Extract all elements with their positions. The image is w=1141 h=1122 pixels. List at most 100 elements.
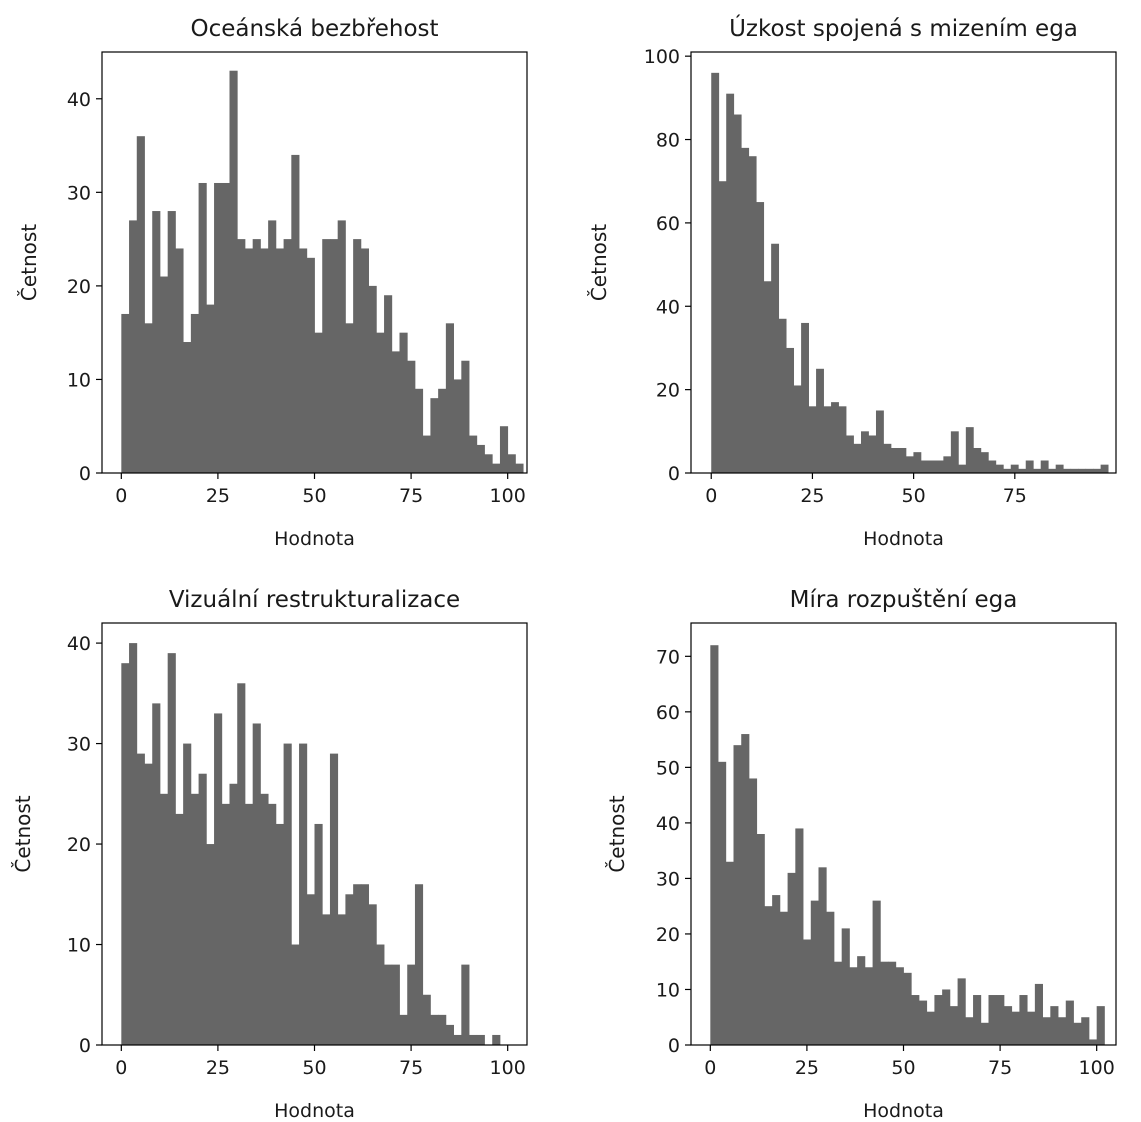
histogram-bar xyxy=(748,156,757,473)
histogram-bar xyxy=(928,460,937,473)
histogram-bar xyxy=(711,72,720,473)
histogram-bar xyxy=(816,368,824,473)
histogram-bar xyxy=(905,456,914,473)
axes-frame xyxy=(690,51,1117,474)
histogram-bar xyxy=(787,872,796,1045)
x-tick-label: 100 xyxy=(490,1057,526,1079)
histogram-bar xyxy=(438,388,447,473)
x-tick-label: 50 xyxy=(902,485,926,507)
histogram-bar xyxy=(469,1034,478,1045)
histogram-bar xyxy=(810,900,819,1045)
y-tick-label: 0 xyxy=(79,463,91,485)
x-tick-label: 75 xyxy=(399,1057,423,1079)
histogram-bar xyxy=(853,443,862,473)
histogram-bar xyxy=(206,844,215,1045)
histogram-bar xyxy=(1070,468,1079,473)
histogram-bar xyxy=(484,454,493,473)
y-axis-label: Četnost xyxy=(587,224,611,301)
histogram-bar xyxy=(414,884,424,1045)
histogram-bar xyxy=(391,351,400,473)
histogram-bar xyxy=(875,410,884,473)
histogram-bar xyxy=(1085,468,1094,473)
y-tick-label: 30 xyxy=(67,182,91,204)
histogram-bar xyxy=(965,1017,974,1045)
histogram-bar xyxy=(368,285,377,473)
histogram-bar xyxy=(337,914,346,1045)
histogram-bar xyxy=(445,323,454,473)
histogram-bar xyxy=(299,743,308,1045)
histogram-bar xyxy=(857,956,866,1045)
histogram-bar xyxy=(499,426,509,473)
histogram-bar xyxy=(903,972,912,1045)
y-tick-label: 10 xyxy=(67,369,91,391)
histogram-bars xyxy=(121,70,524,474)
histogram-bar xyxy=(1034,983,1043,1045)
histogram-bar xyxy=(918,1000,928,1045)
histogram-bar xyxy=(244,248,254,473)
histogram-bars xyxy=(711,72,1109,474)
histogram-bar xyxy=(329,239,339,473)
histogram-bar xyxy=(283,743,292,1045)
histogram-bar xyxy=(229,70,238,474)
histogram-bar xyxy=(841,928,850,1045)
histogram-bars xyxy=(121,643,501,1045)
y-tick-label: 40 xyxy=(656,296,680,318)
x-tick-label: 25 xyxy=(795,1057,819,1079)
histogram-bar xyxy=(995,464,1004,473)
histogram-bar xyxy=(935,460,944,473)
histogram-bar xyxy=(890,447,899,473)
y-tick-label: 20 xyxy=(67,276,91,298)
histogram-bar xyxy=(861,431,869,473)
y-tick-label: 10 xyxy=(67,935,91,957)
histogram-bar xyxy=(934,995,943,1045)
histogram-bar xyxy=(864,967,873,1045)
y-tick-label: 40 xyxy=(67,633,91,655)
histogram-bar xyxy=(756,202,765,473)
histogram-bar xyxy=(167,211,176,474)
histogram-bar xyxy=(391,964,400,1045)
histogram-bar xyxy=(237,683,246,1045)
histogram-bar xyxy=(260,248,269,473)
histogram-bar xyxy=(252,723,261,1045)
histogram-bar xyxy=(846,435,854,473)
histogram-bar xyxy=(823,406,832,473)
histogram-bar xyxy=(1100,464,1109,473)
histogram-bar xyxy=(492,463,501,473)
histogram-bar xyxy=(306,257,315,473)
histogram-bar xyxy=(244,803,254,1045)
histogram-bar xyxy=(136,136,145,473)
x-tick-label: 25 xyxy=(800,485,824,507)
x-tick-label: 75 xyxy=(399,485,423,507)
histogram-bar xyxy=(942,989,951,1045)
histogram-bar xyxy=(801,322,809,473)
y-tick-label: 20 xyxy=(656,380,680,402)
histogram-bar xyxy=(1025,460,1034,473)
y-tick-label: 0 xyxy=(668,1035,680,1057)
histogram-bar xyxy=(1088,1039,1098,1045)
histogram-bar xyxy=(763,281,772,473)
histogram-bar xyxy=(1003,1006,1013,1045)
x-axis-label: Hodnota xyxy=(863,528,944,550)
histogram-bar xyxy=(322,914,331,1045)
histogram-bar xyxy=(368,904,377,1045)
histogram-bar xyxy=(803,939,812,1045)
x-tick-label: 75 xyxy=(1003,485,1027,507)
x-tick-label: 100 xyxy=(1079,1057,1115,1079)
histogram-bar xyxy=(252,239,261,473)
x-axis-label: Hodnota xyxy=(863,1100,944,1122)
histogram-bar xyxy=(345,894,354,1045)
histogram-bar xyxy=(291,154,300,473)
histogram-bar xyxy=(345,323,354,473)
x-tick-label: 0 xyxy=(705,485,717,507)
x-tick-label: 25 xyxy=(206,1057,230,1079)
y-tick-label: 70 xyxy=(656,646,680,668)
histogram-bar xyxy=(314,823,323,1045)
histogram-bar xyxy=(275,823,284,1045)
histogram-bar xyxy=(260,793,269,1045)
y-tick-label: 40 xyxy=(656,813,680,835)
histogram-bar xyxy=(453,1034,462,1045)
histogram-bar xyxy=(438,1014,447,1045)
histogram-bar xyxy=(268,220,277,473)
y-tick-label: 80 xyxy=(656,130,680,152)
histogram-bar xyxy=(965,427,974,473)
